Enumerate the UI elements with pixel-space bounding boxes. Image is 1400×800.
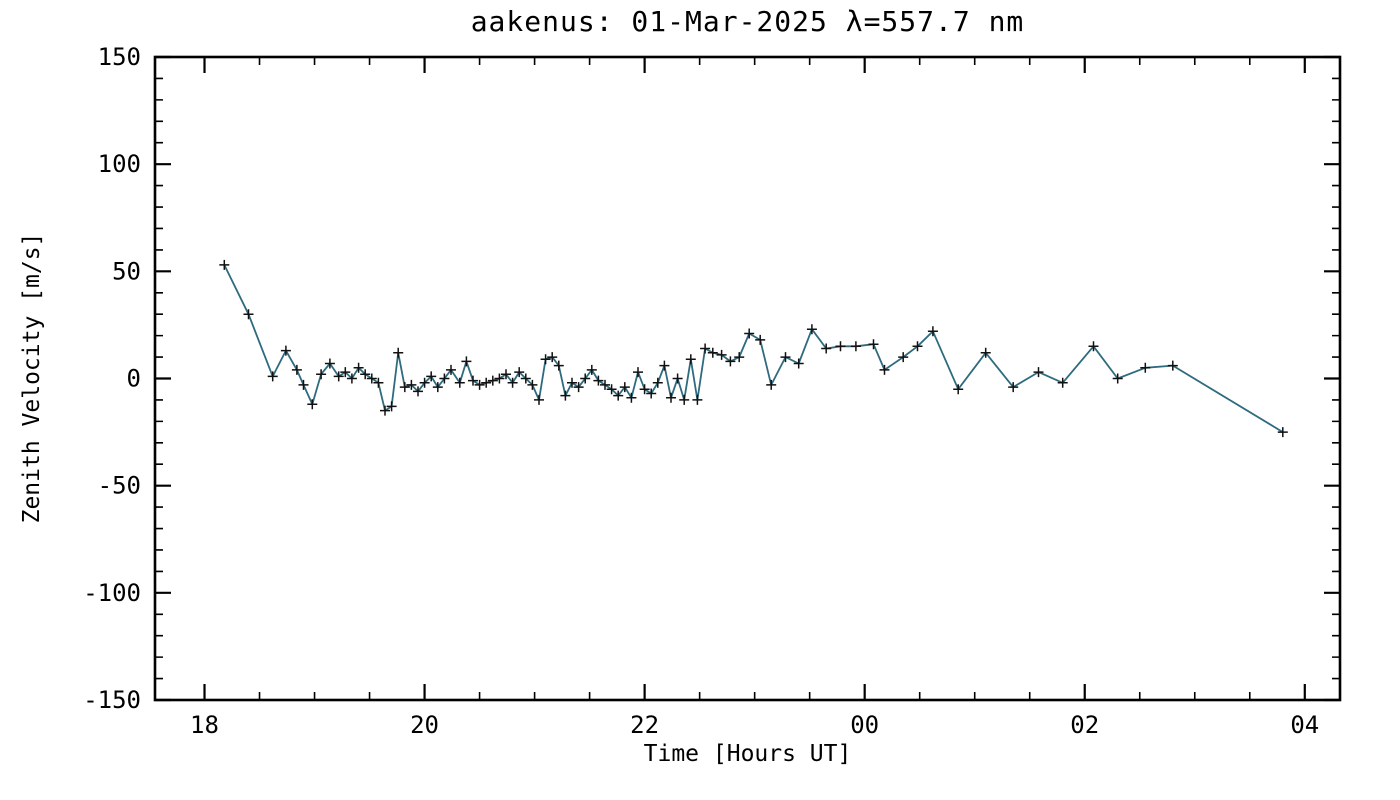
major-ticks [155,55,1340,702]
y-tick-label: -100 [83,579,141,607]
x-tick-label: 20 [410,711,439,739]
y-tick-label: 150 [98,43,141,71]
y-tick-labels: -150 -100 -50 0 50 100 150 [83,43,141,714]
data-markers [219,259,1288,438]
x-tick-label: 18 [190,711,219,739]
x-tick-label: 04 [1290,711,1319,739]
x-tick-labels: 18 20 22 00 02 04 [190,711,1319,739]
y-tick-label: 100 [98,150,141,178]
axes-frame [153,55,1342,702]
x-tick-label: 22 [630,711,659,739]
y-tick-label: 50 [112,257,141,285]
minor-ticks [155,57,1340,700]
y-tick-label: -150 [83,686,141,714]
x-axis-label: Time [Hours UT] [643,741,852,767]
y-tick-label: -50 [98,472,141,500]
y-tick-label: 0 [127,365,141,393]
x-tick-label: 02 [1070,711,1099,739]
plot-title: aakenus: 01-Mar-2025 λ=557.7 nm [470,5,1025,38]
x-tick-label: 00 [850,711,879,739]
data-line [223,264,1284,433]
